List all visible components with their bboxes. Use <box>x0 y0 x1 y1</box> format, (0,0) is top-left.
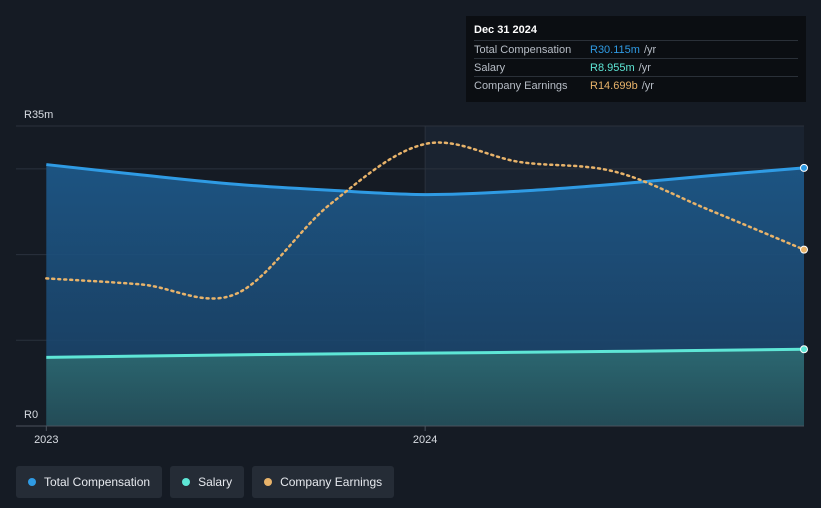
legend: Total Compensation Salary Company Earnin… <box>16 466 395 498</box>
series-markers <box>800 163 808 354</box>
series-lines <box>45 141 806 359</box>
tooltip-row-earnings: Company Earnings R14.699b /yr <box>474 76 798 94</box>
series-areas <box>46 164 805 427</box>
tooltip-label: Total Compensation <box>474 43 572 56</box>
company-earnings-line <box>45 141 806 300</box>
tooltip-row-salary: Salary R8.955m /yr <box>474 58 798 76</box>
tooltip: Dec 31 2024 Total Compensation R30.115m … <box>466 16 806 102</box>
axes: R35m R0 2023 2024 <box>16 109 804 446</box>
company-earnings-marker <box>800 245 808 254</box>
total-compensation-line <box>46 163 805 197</box>
salary-marker <box>800 345 808 354</box>
tooltip-unit: /yr <box>641 79 654 92</box>
tooltip-label: Salary <box>474 61 506 74</box>
tooltip-label: Company Earnings <box>474 79 568 92</box>
y-tick-label: R35m <box>24 109 53 121</box>
tooltip-date: Dec 31 2024 <box>474 24 537 36</box>
salary-area <box>46 349 805 426</box>
tooltip-value: R8.955m <box>590 61 635 74</box>
legend-label: Salary <box>198 475 233 489</box>
tooltip-value: R30.115m <box>590 43 640 56</box>
legend-item-salary[interactable]: Salary <box>170 466 245 498</box>
total-compensation-marker <box>800 163 808 172</box>
legend-dot-icon <box>28 478 36 486</box>
tooltip-row-total: Total Compensation R30.115m /yr <box>474 40 798 58</box>
legend-dot-icon <box>182 478 191 486</box>
tooltip-value: R14.699b <box>590 79 638 92</box>
legend-dot-icon <box>264 478 273 486</box>
x-tick-label: 2024 <box>413 434 437 446</box>
y-tick-label: R0 <box>24 409 38 421</box>
legend-label: Total Compensation <box>44 475 151 489</box>
tooltip-unit: /yr <box>638 61 651 74</box>
legend-item-company-earnings[interactable]: Company Earnings <box>252 466 395 498</box>
legend-label: Company Earnings <box>280 475 383 489</box>
tooltip-unit: /yr <box>643 43 657 56</box>
legend-item-total-compensation[interactable]: Total Compensation <box>16 466 163 498</box>
salary-line <box>46 347 805 359</box>
x-tick-label: 2023 <box>34 434 58 446</box>
